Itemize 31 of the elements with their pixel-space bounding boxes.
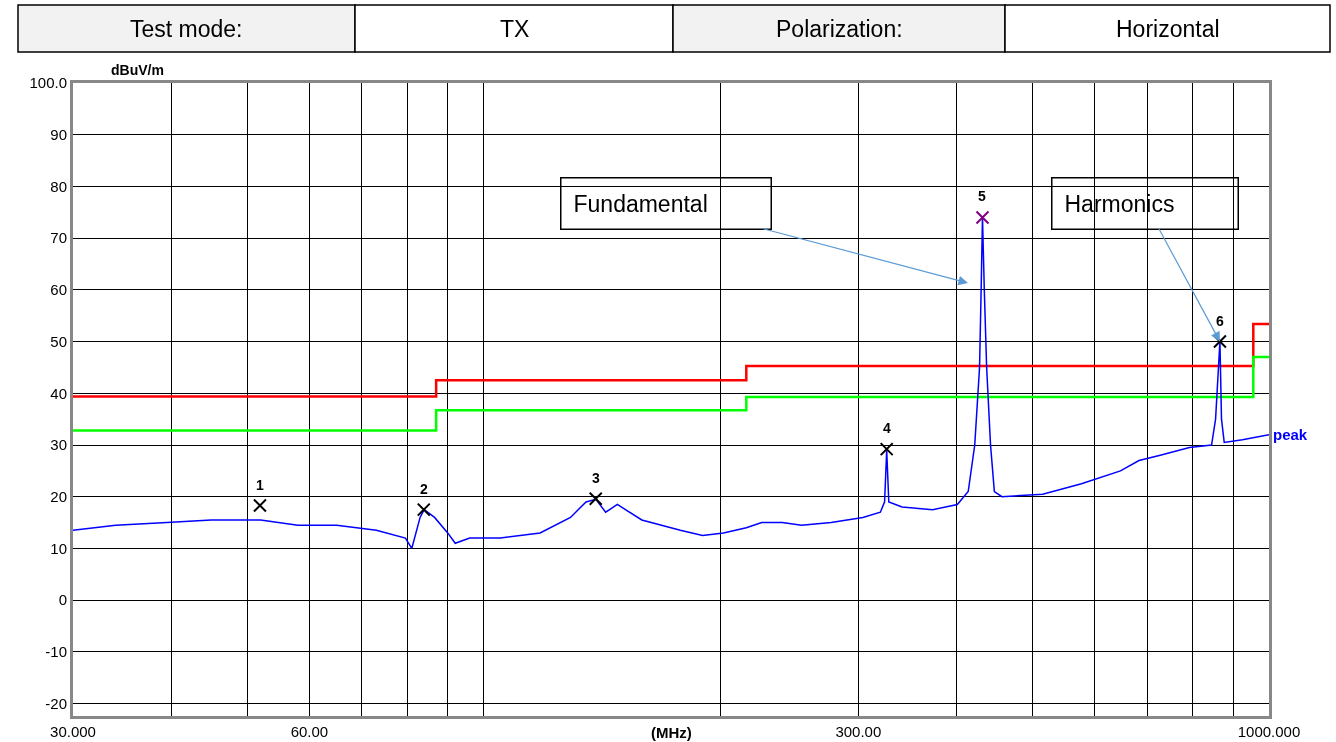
y-tick-label: 20 (50, 487, 67, 505)
y-tick-label: 0 (58, 591, 67, 609)
y-tick-label: -10 (45, 643, 67, 661)
x-tick-label: 30.000 (50, 723, 96, 740)
y-tick-label: 30 (50, 436, 67, 454)
y-tick-label: 60 (50, 281, 67, 299)
y-tick-label: 10 (50, 539, 67, 557)
annotation: 4 (883, 420, 891, 436)
x-tick-label: 1000.000 (1237, 723, 1301, 740)
series-label: peak (1273, 426, 1308, 443)
annotation: Fundamental (573, 190, 759, 217)
text: Test mode: (130, 16, 243, 42)
annotation: 5 (978, 188, 986, 204)
annotation: 2 (420, 481, 428, 497)
annotation: 6 (1216, 313, 1224, 329)
text: Polarization: (776, 16, 903, 42)
x-axis-title: (MHz) (651, 724, 692, 741)
y-tick-label: 100.0 (29, 74, 67, 92)
x-tick-label: 60.00 (290, 723, 329, 740)
y-tick-label: 80 (50, 177, 67, 195)
text: Horizontal (1116, 16, 1220, 42)
y-tick-label: 90 (50, 125, 67, 143)
annotation: 1 (256, 477, 264, 493)
y-tick-label: 70 (50, 229, 67, 247)
x-tick-label: 300.00 (835, 723, 882, 740)
text: TX (500, 16, 530, 42)
y-tick-label: -20 (45, 694, 67, 712)
annotation: 3 (592, 470, 600, 486)
y-tick-label: 40 (50, 384, 67, 402)
y-axis-title: dBuV/m (111, 62, 164, 78)
y-tick-label: 50 (50, 332, 67, 350)
